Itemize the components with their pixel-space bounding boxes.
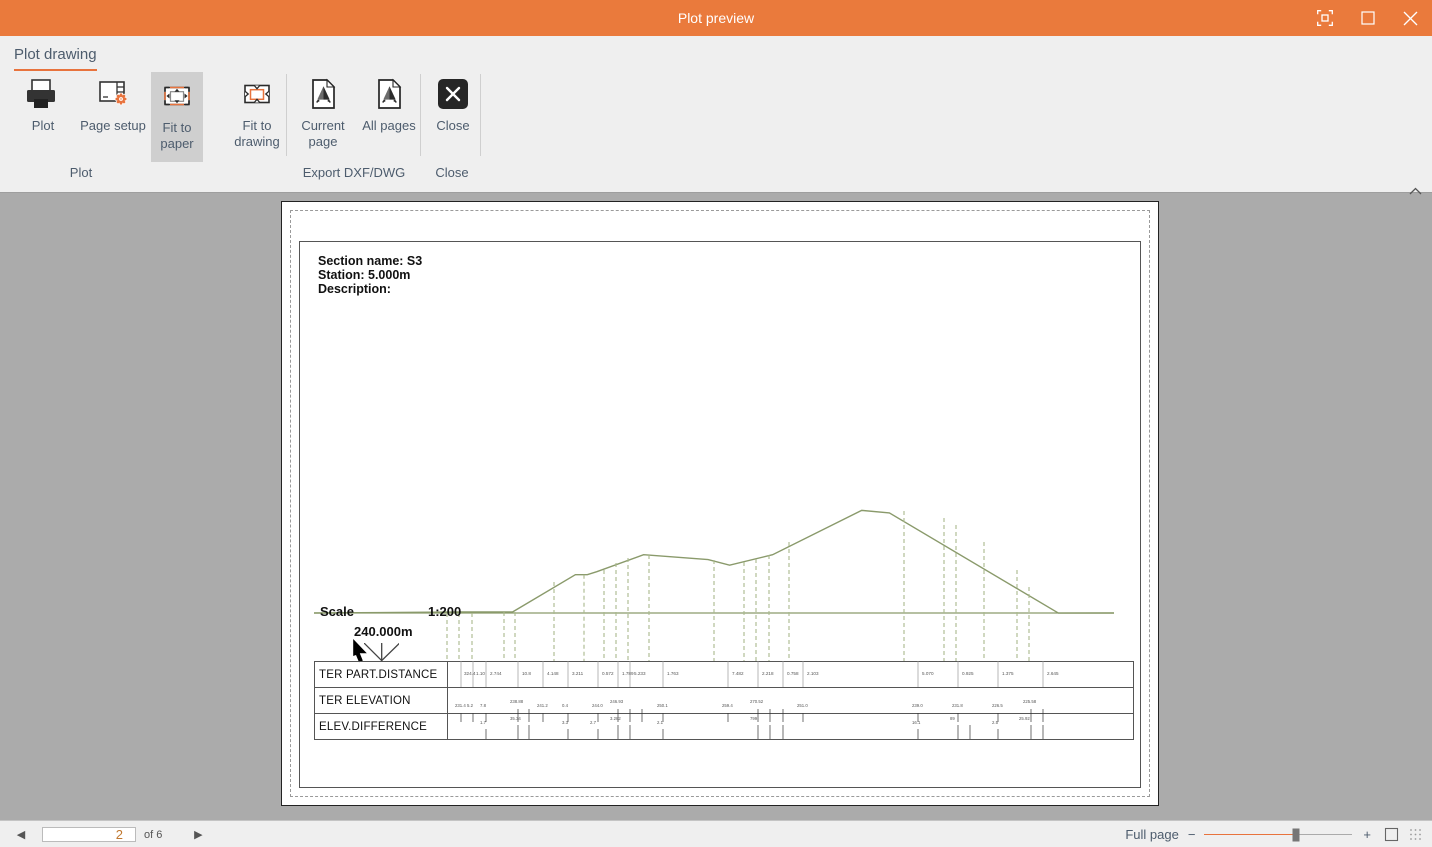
svg-text:225.58: 225.58 [1023, 699, 1037, 704]
svg-text:2.645: 2.645 [1047, 671, 1059, 676]
svg-text:3.282: 3.282 [610, 716, 621, 721]
svg-text:1.763: 1.763 [667, 671, 679, 676]
svg-text:2.7: 2.7 [590, 720, 597, 725]
svg-text:231.4: 231.4 [455, 703, 466, 708]
svg-text:2.744: 2.744 [490, 671, 502, 676]
svg-text:4.148: 4.148 [547, 671, 559, 676]
svg-text:324.4: 324.4 [464, 671, 476, 676]
svg-text:5.070: 5.070 [922, 671, 934, 676]
svg-text:0.572: 0.572 [602, 671, 614, 676]
svg-text:246.93: 246.93 [610, 699, 624, 704]
svg-text:2.5: 2.5 [992, 720, 999, 725]
svg-text:1.375: 1.375 [1002, 671, 1014, 676]
svg-text:0.4: 0.4 [562, 703, 569, 708]
svg-text:3.211: 3.211 [572, 671, 584, 676]
svg-text:250.1: 250.1 [657, 703, 668, 708]
svg-text:251.0: 251.0 [797, 703, 808, 708]
svg-text:5.233: 5.233 [634, 671, 646, 676]
svg-text:5.2: 5.2 [467, 703, 474, 708]
svg-text:1.7: 1.7 [480, 720, 487, 725]
svg-text:10.8: 10.8 [522, 671, 531, 676]
svg-text:1.789: 1.789 [622, 671, 634, 676]
svg-text:1.10: 1.10 [476, 671, 485, 676]
svg-text:35.34: 35.34 [510, 716, 521, 721]
svg-text:2.218: 2.218 [762, 671, 774, 676]
svg-text:89: 89 [950, 716, 955, 721]
svg-text:238.88: 238.88 [510, 699, 524, 704]
svg-text:2.103: 2.103 [807, 671, 819, 676]
svg-text:0.758: 0.758 [787, 671, 799, 676]
svg-text:7.8: 7.8 [480, 703, 487, 708]
svg-text:244.0: 244.0 [592, 703, 603, 708]
svg-text:16.1: 16.1 [912, 720, 921, 725]
svg-text:25.92: 25.92 [1019, 716, 1030, 721]
svg-text:3.3: 3.3 [562, 720, 569, 725]
svg-text:259.4: 259.4 [722, 703, 733, 708]
svg-text:270.52: 270.52 [750, 699, 764, 704]
svg-text:226.5: 226.5 [992, 703, 1003, 708]
svg-text:7.482: 7.482 [732, 671, 744, 676]
svg-text:799: 799 [750, 716, 758, 721]
svg-text:231.8: 231.8 [952, 703, 963, 708]
svg-text:2.1: 2.1 [657, 720, 664, 725]
svg-text:0.925: 0.925 [962, 671, 974, 676]
svg-text:239.0: 239.0 [912, 703, 923, 708]
svg-text:241.2: 241.2 [537, 703, 548, 708]
